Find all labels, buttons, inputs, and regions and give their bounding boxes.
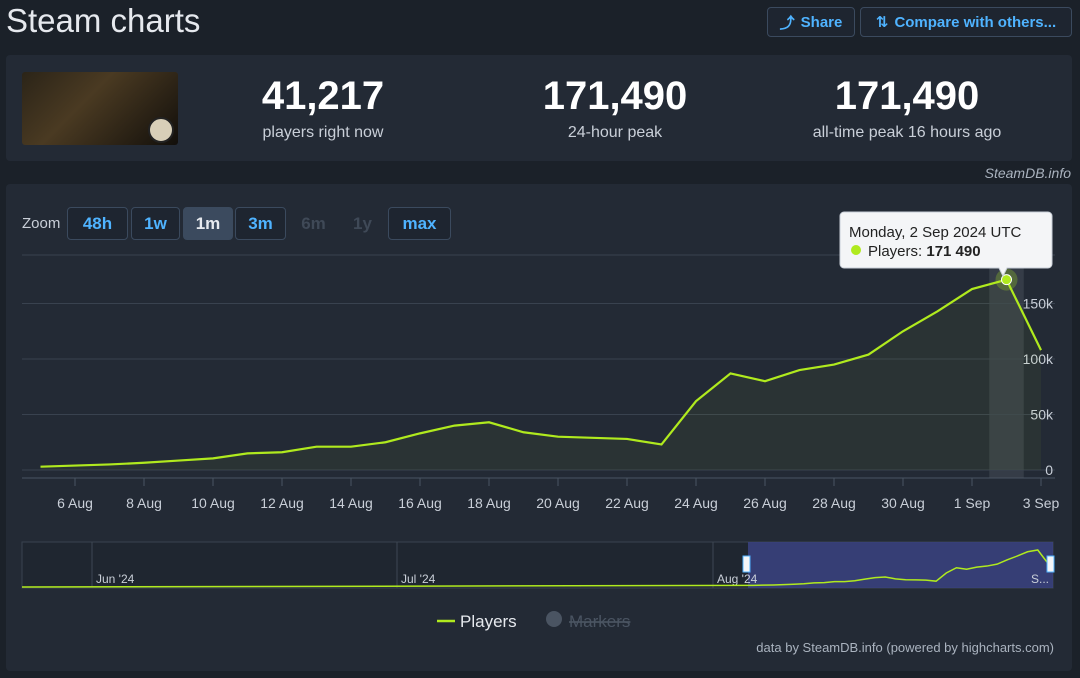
- navigator-label: Aug '24: [717, 572, 758, 586]
- legend-label: Players: [460, 612, 517, 631]
- y-tick-label: 50k: [1030, 407, 1054, 423]
- compare-button[interactable]: ⇅ Compare with others...: [860, 7, 1072, 37]
- y-tick-label: 100k: [1023, 351, 1054, 367]
- zoom-button[interactable]: 3m: [235, 207, 286, 240]
- navigator-line: [21, 549, 1049, 588]
- hover-point: [1001, 274, 1012, 286]
- navigator-selection: [748, 542, 1053, 588]
- y-tick-label: 0: [1045, 462, 1053, 478]
- credits: data by SteamDB.info (powered by highcha…: [756, 640, 1054, 655]
- line: [40, 278, 1042, 468]
- stat-label: all-time peak 16 hours ago: [812, 124, 1002, 141]
- x-tick-label: 6 Aug: [57, 495, 93, 511]
- stat-value: 171,490: [542, 74, 688, 118]
- stat-value: 171,490: [834, 74, 980, 118]
- zoom-button: 1y: [353, 213, 372, 233]
- source-label: SteamDB.info: [984, 165, 1071, 181]
- x-tick-label: 16 Aug: [398, 495, 442, 511]
- zoom-button[interactable]: 48h: [67, 207, 128, 240]
- legend-label-inactive: Markers: [569, 612, 630, 631]
- x-tick-label: 30 Aug: [881, 495, 925, 511]
- x-tick-label: 1 Sep: [954, 495, 991, 511]
- game-thumbnail[interactable]: [22, 72, 178, 145]
- x-tick-label: 20 Aug: [536, 495, 580, 511]
- x-tick-label: 22 Aug: [605, 495, 649, 511]
- zoom-button[interactable]: max: [388, 207, 451, 240]
- x-tick-label: 14 Aug: [329, 495, 373, 511]
- share-button[interactable]: ⤴ Share: [767, 7, 855, 37]
- x-tick-label: 26 Aug: [743, 495, 787, 511]
- x-tick-label: 12 Aug: [260, 495, 304, 511]
- y-tick-label: 150k: [1023, 296, 1054, 312]
- tooltip-box: [839, 211, 1053, 278]
- game-logo: [148, 117, 174, 143]
- navigator-label: Jun '24: [96, 572, 135, 586]
- navigator-label: Jul '24: [401, 572, 436, 586]
- navigator-label: S...: [1031, 572, 1049, 586]
- share-label: Share: [800, 13, 843, 31]
- legend-symbol-inactive: [546, 611, 562, 627]
- stat-label: 24-hour peak: [567, 124, 663, 141]
- x-tick-label: 10 Aug: [191, 495, 235, 511]
- stat-label: players right now: [262, 124, 384, 141]
- zoom-button: 6m: [301, 213, 326, 233]
- tooltip-title: Monday, 2 Sep 2024 UTC: [849, 224, 1021, 241]
- tooltip-dot: [851, 245, 861, 255]
- tooltip-value: 171 490: [926, 243, 980, 260]
- tooltip-text: Players: 171 490: [868, 243, 981, 260]
- zoom-button[interactable]: 1w: [131, 207, 180, 240]
- x-tick-label: 3 Sep: [1023, 495, 1060, 511]
- zoom-button[interactable]: 1m: [183, 207, 233, 240]
- navigator-handle: [1046, 555, 1055, 573]
- navigator-handle: [742, 555, 751, 573]
- x-tick-label: 18 Aug: [467, 495, 511, 511]
- stats-panel: [6, 55, 1072, 161]
- area: [40, 279, 1041, 470]
- page-title: Steam charts: [6, 2, 201, 39]
- hover-band: [989, 265, 1024, 478]
- x-tick-label: 28 Aug: [812, 495, 856, 511]
- compare-label: Compare with others...: [894, 13, 1057, 31]
- stat-value: 41,217: [261, 74, 385, 118]
- tooltip-label: Players:: [868, 243, 922, 260]
- x-tick-label: 8 Aug: [126, 495, 162, 511]
- zoom-label: Zoom: [22, 215, 61, 232]
- x-tick-label: 24 Aug: [674, 495, 718, 511]
